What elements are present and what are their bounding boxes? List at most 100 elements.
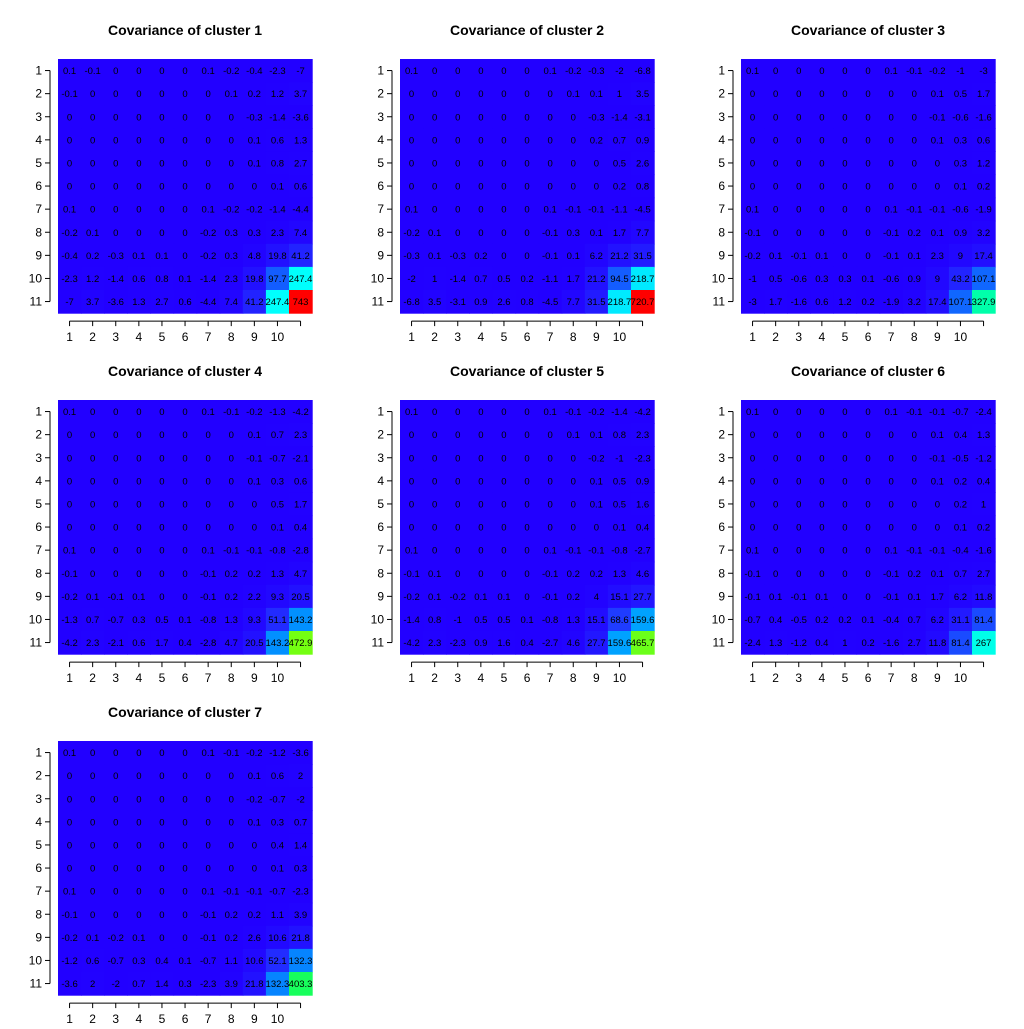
heatmap-cell <box>58 151 82 176</box>
cell-value-label: 0.5 <box>954 89 967 100</box>
cell-value-label: 0.9 <box>636 135 649 146</box>
cell-value-label: 2.3 <box>294 430 307 441</box>
heatmap-cell <box>219 174 244 199</box>
heatmap-cell <box>561 59 586 83</box>
heatmap-cell <box>469 607 493 632</box>
heatmap-cell <box>265 584 290 609</box>
heatmap-cell <box>127 128 151 152</box>
cell-value-label: 0 <box>524 523 529 534</box>
heatmap-cell <box>127 446 151 470</box>
cell-value-label: 0 <box>136 817 141 828</box>
heatmap-cell <box>492 584 517 609</box>
heatmap-cell <box>741 174 765 199</box>
heatmap-cell <box>833 82 858 106</box>
heatmap-cell <box>58 243 82 268</box>
heatmap-cell <box>58 515 82 540</box>
cell-value-label: -2.1 <box>292 453 308 464</box>
heatmap-cell <box>219 810 244 834</box>
cell-value-label: 7.4 <box>225 297 238 308</box>
cell-value-label: 0.2 <box>977 523 990 534</box>
heatmap-cell <box>607 400 632 424</box>
heatmap-cell <box>196 59 221 83</box>
y-tick-label: 6 <box>377 520 384 534</box>
cell-value-label: 0 <box>842 228 847 239</box>
heatmap-cell <box>58 925 82 950</box>
heatmap-cell <box>104 446 128 470</box>
heatmap-cell <box>561 607 586 632</box>
heatmap-cell <box>150 631 175 655</box>
cell-value-label: -0.1 <box>246 887 262 898</box>
cell-value-label: 1.4 <box>155 979 168 990</box>
heatmap-cell <box>242 810 267 834</box>
x-tick-label: 2 <box>89 330 96 344</box>
y-tick-label: 3 <box>35 451 42 465</box>
y-tick-label: 9 <box>35 589 42 603</box>
heatmap-cell <box>948 105 973 129</box>
cell-value-label: 0.8 <box>520 297 533 308</box>
cell-value-label: -0.1 <box>200 592 216 603</box>
heatmap-cell <box>446 446 470 470</box>
heatmap-cell <box>492 243 517 268</box>
heatmap-cell <box>173 584 198 609</box>
heatmap-cell <box>219 948 244 973</box>
heatmap-cell <box>584 220 609 245</box>
cell-value-label: 0.1 <box>155 251 168 262</box>
y-tick-label: 10 <box>712 612 726 626</box>
x-tick-label: 10 <box>271 671 285 685</box>
cell-value-label: -3 <box>748 297 756 308</box>
heatmap-cell <box>289 469 313 493</box>
cell-value-label: 0 <box>889 499 894 510</box>
cell-value-label: 0 <box>750 523 755 534</box>
cell-value-label: -1.9 <box>975 205 991 216</box>
heatmap-cell <box>833 631 858 655</box>
heatmap-cell <box>104 631 128 655</box>
heatmap-cell <box>127 538 151 563</box>
cell-value-label: 0 <box>229 158 234 169</box>
y-tick-label: 6 <box>718 520 725 534</box>
cell-value-label: 52.1 <box>268 956 287 967</box>
cell-value-label: 0 <box>935 182 940 193</box>
cell-value-label: 0 <box>548 499 553 510</box>
cell-value-label: 0.6 <box>815 297 828 308</box>
heatmap-cell <box>810 220 834 245</box>
heatmap-cell <box>538 538 563 563</box>
x-tick-label: 8 <box>570 671 577 685</box>
cell-value-label: 0.1 <box>248 476 261 487</box>
cell-value-label: 0 <box>182 228 187 239</box>
heatmap-cell <box>810 515 834 540</box>
cell-value-label: 0 <box>113 430 118 441</box>
heatmap-cell <box>127 902 151 927</box>
cell-value-label: 0 <box>159 910 164 921</box>
x-tick-label: 5 <box>501 671 508 685</box>
x-tick-label: 5 <box>159 330 166 344</box>
heatmap-cell <box>196 584 221 609</box>
cell-value-label: 2.7 <box>908 638 921 649</box>
heatmap-cell <box>972 197 996 222</box>
heatmap-cell <box>219 584 244 609</box>
cell-value-label: 143.2 <box>266 638 290 649</box>
y-tick-label: 10 <box>371 612 385 626</box>
heatmap-cell <box>150 833 175 858</box>
cell-value-label: 0.4 <box>178 638 191 649</box>
heatmap-cell <box>948 631 973 655</box>
y-tick-label: 3 <box>377 110 384 124</box>
heatmap-cell <box>764 446 788 470</box>
heatmap-cell <box>856 446 881 470</box>
cell-value-label: 0 <box>501 523 506 534</box>
heatmap-cell <box>127 972 151 996</box>
cell-value-label: -0.8 <box>611 546 627 557</box>
heatmap-cell <box>631 197 655 222</box>
heatmap-cell <box>150 290 175 314</box>
cell-value-label: 0 <box>90 89 95 100</box>
cell-value-label: 0 <box>67 182 72 193</box>
heatmap-cell <box>741 290 765 314</box>
heatmap-cell <box>879 290 904 314</box>
cell-value-label: 21.2 <box>587 274 606 285</box>
cell-value-label: 0.2 <box>590 569 603 580</box>
cell-value-label: 0 <box>501 228 506 239</box>
heatmap-cell <box>58 764 82 788</box>
heatmap-cell <box>289 741 313 765</box>
cell-value-label: 0 <box>182 89 187 100</box>
heatmap-cell <box>787 515 811 540</box>
heatmap-cell <box>81 902 105 927</box>
